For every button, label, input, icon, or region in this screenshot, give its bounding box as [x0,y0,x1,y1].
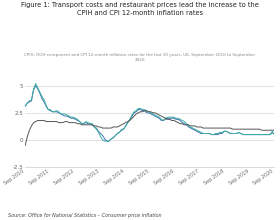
OOH [223,127,226,129]
CPIH [105,140,109,142]
OOH [267,129,270,132]
CPI [269,133,272,136]
CPI [93,126,96,128]
CPI [225,130,228,133]
CPI [34,82,37,85]
CPIH [269,133,272,136]
CPIH [34,84,37,87]
CPIH [93,126,96,128]
OOH [197,126,201,128]
Text: Figure 1: Transport costs and restaurant prices lead the increase to the
CPIH an: Figure 1: Transport costs and restaurant… [21,2,259,16]
Line: CPIH: CPIH [25,86,274,141]
Text: CPIH, OOH component and CPI 12-month inflation rates for the last 10 years, UK, : CPIH, OOH component and CPI 12-month inf… [24,53,256,62]
Line: CPI: CPI [25,84,274,141]
CPIH [24,105,27,108]
CPI [273,133,276,136]
CPIH [78,120,81,123]
Legend: CPIH, CPI, OOH: CPIH, CPI, OOH [28,218,100,220]
CPIH [199,132,203,135]
OOH [143,109,146,112]
CPI [103,140,106,142]
CPIH [273,133,276,136]
CPIH [166,117,169,120]
OOH [90,123,94,126]
OOH [24,144,27,147]
CPI [24,105,27,108]
CPI [78,120,81,123]
CPI [166,116,169,119]
OOH [273,129,276,132]
Line: OOH: OOH [25,111,274,145]
Text: Source: Office for National Statistics – Consumer price inflation: Source: Office for National Statistics –… [8,213,162,218]
CPI [199,131,203,134]
CPIH [225,130,228,133]
OOH [76,122,79,125]
OOH [164,117,167,120]
